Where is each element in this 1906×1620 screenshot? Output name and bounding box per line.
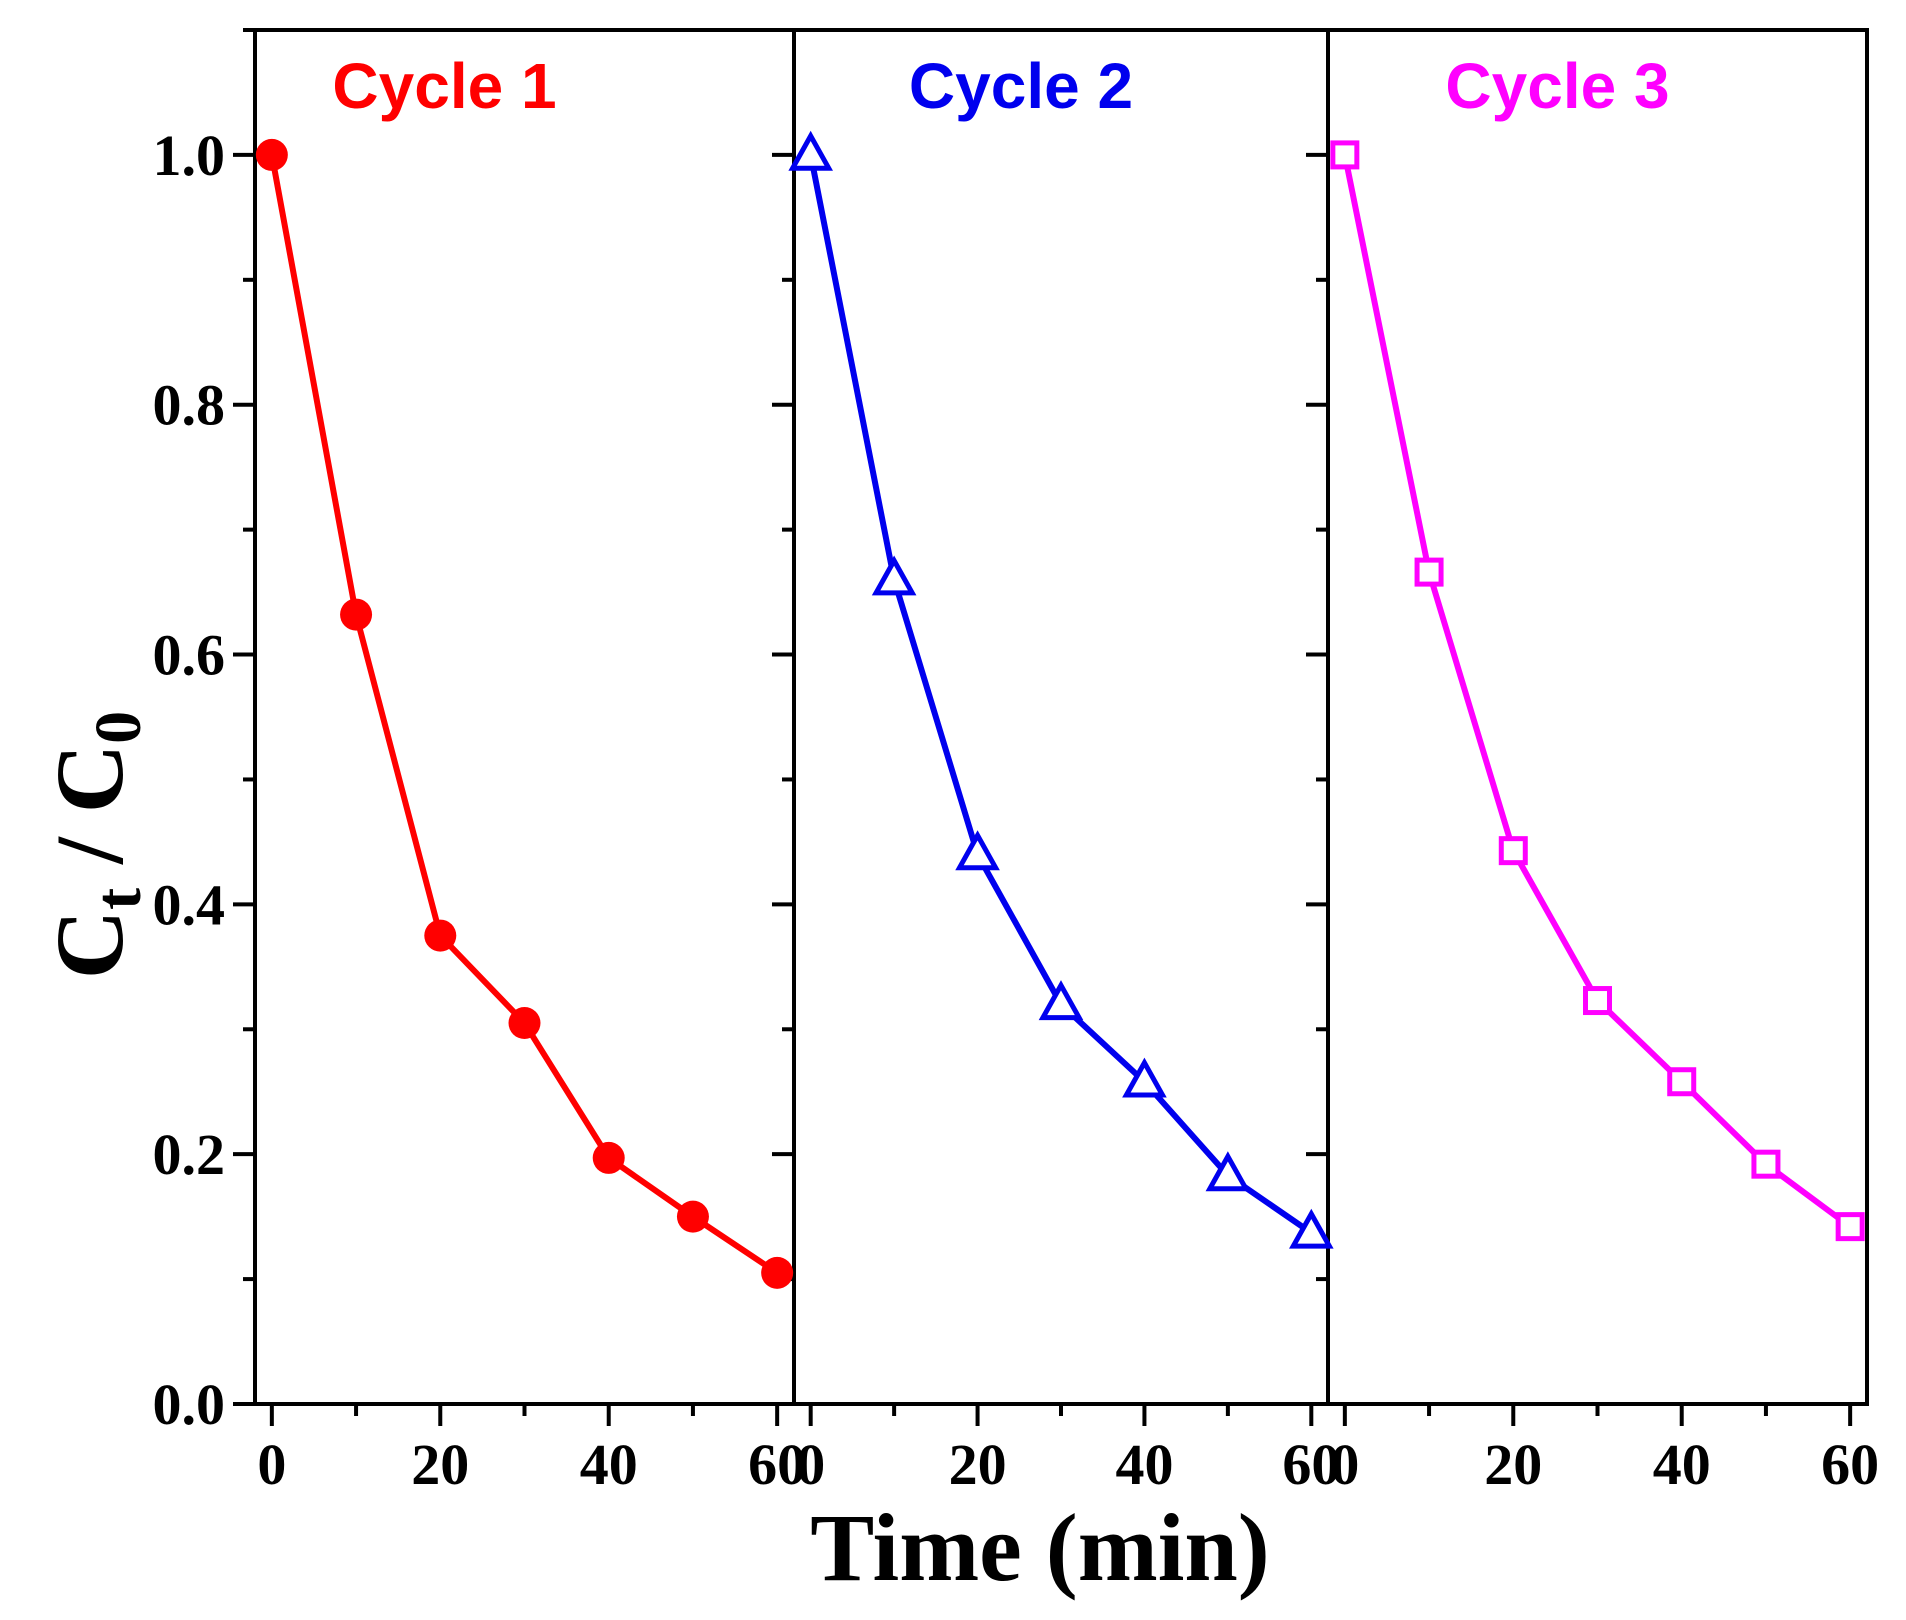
x-tick-label-p3: 20: [1484, 1432, 1542, 1497]
data-point-p3-0: [1330, 140, 1360, 170]
panel-labels: Cycle 1 Cycle 2 Cycle 3: [332, 50, 1669, 122]
data-point-p3-5: [1751, 1149, 1781, 1179]
panel-label-2: Cycle 2: [909, 50, 1133, 122]
y-axis-title-sep: / C: [36, 744, 143, 888]
data-point-p1-5: [676, 1200, 709, 1233]
series-line-3: [1341, 154, 1852, 1230]
series-layer: [255, 130, 1865, 1289]
data-point-p3-2: [1498, 836, 1528, 866]
data-point-p3-1: [1414, 557, 1444, 587]
x-tick-label-p2: 60: [1282, 1432, 1340, 1497]
y-tick-label: 0.6: [153, 623, 226, 688]
svg-text:Ct / C0: Ct / C0: [36, 711, 155, 979]
y-tick-label: 0.8: [153, 373, 226, 438]
y-tick-label: 1.0: [153, 123, 226, 188]
x-tick-label-p1: 0: [257, 1432, 286, 1497]
x-tick-label-p2: 0: [796, 1432, 825, 1497]
y-tick-label: 0.2: [153, 1122, 226, 1187]
data-point-p2-0: [788, 130, 833, 171]
data-point-p3-3: [1583, 986, 1612, 1016]
data-point-p2-3: [1038, 980, 1084, 1021]
x-tick-label-p2: 40: [1115, 1432, 1173, 1497]
data-point-p3-6: [1835, 1212, 1865, 1242]
x-tick-label-p3: 60: [1821, 1432, 1879, 1497]
y-axis: 0.0 0.2 0.4 0.6 0.8 1.0: [153, 28, 1328, 1437]
x-tick-label-p1: 60: [748, 1432, 806, 1497]
y-axis-title-sub-t: t: [82, 888, 155, 910]
data-point-p1-6: [761, 1256, 794, 1289]
panel-label-1: Cycle 1: [332, 50, 556, 122]
plot-frame: [253, 28, 1869, 1406]
x-tick-label-p2: 20: [949, 1432, 1007, 1497]
data-point-p2-6: [1288, 1208, 1334, 1249]
x-axis: 0 20 40 600 20 40 600 20 40 60: [257, 1404, 1879, 1497]
series-3: [1330, 140, 1865, 1242]
data-point-p1-4: [592, 1141, 625, 1174]
x-tick-label-p1: 20: [411, 1432, 469, 1497]
x-tick-label-p1: 40: [580, 1432, 638, 1497]
y-axis-title: Ct / C0: [36, 711, 155, 979]
series-2: [788, 130, 1334, 1249]
series-line-1: [268, 154, 779, 1276]
data-point-p2-4: [1122, 1057, 1167, 1098]
data-point-p1-2: [424, 919, 457, 952]
data-point-p1-3: [508, 1007, 541, 1040]
y-axis-title-sub-0: 0: [82, 711, 155, 744]
x-tick-label-p3: 0: [1330, 1432, 1359, 1497]
data-point-p2-5: [1205, 1151, 1251, 1192]
x-axis-title: Time (min): [810, 1494, 1270, 1601]
data-point-p1-1: [340, 598, 373, 631]
plot-frames: [253, 28, 1869, 1406]
data-point-p2-2: [955, 830, 1000, 871]
data-point-p3-4: [1667, 1067, 1697, 1097]
data-point-p1-0: [255, 138, 288, 171]
y-axis-title-main: C: [36, 910, 143, 979]
data-point-p2-1: [871, 555, 917, 596]
panel-label-3: Cycle 3: [1445, 50, 1669, 122]
y-tick-label: 0.4: [153, 872, 226, 937]
x-tick-label-p3: 40: [1653, 1432, 1711, 1497]
y-tick-label: 0.0: [153, 1372, 226, 1437]
series-line-2: [807, 154, 1314, 1236]
series-1: [255, 138, 794, 1289]
